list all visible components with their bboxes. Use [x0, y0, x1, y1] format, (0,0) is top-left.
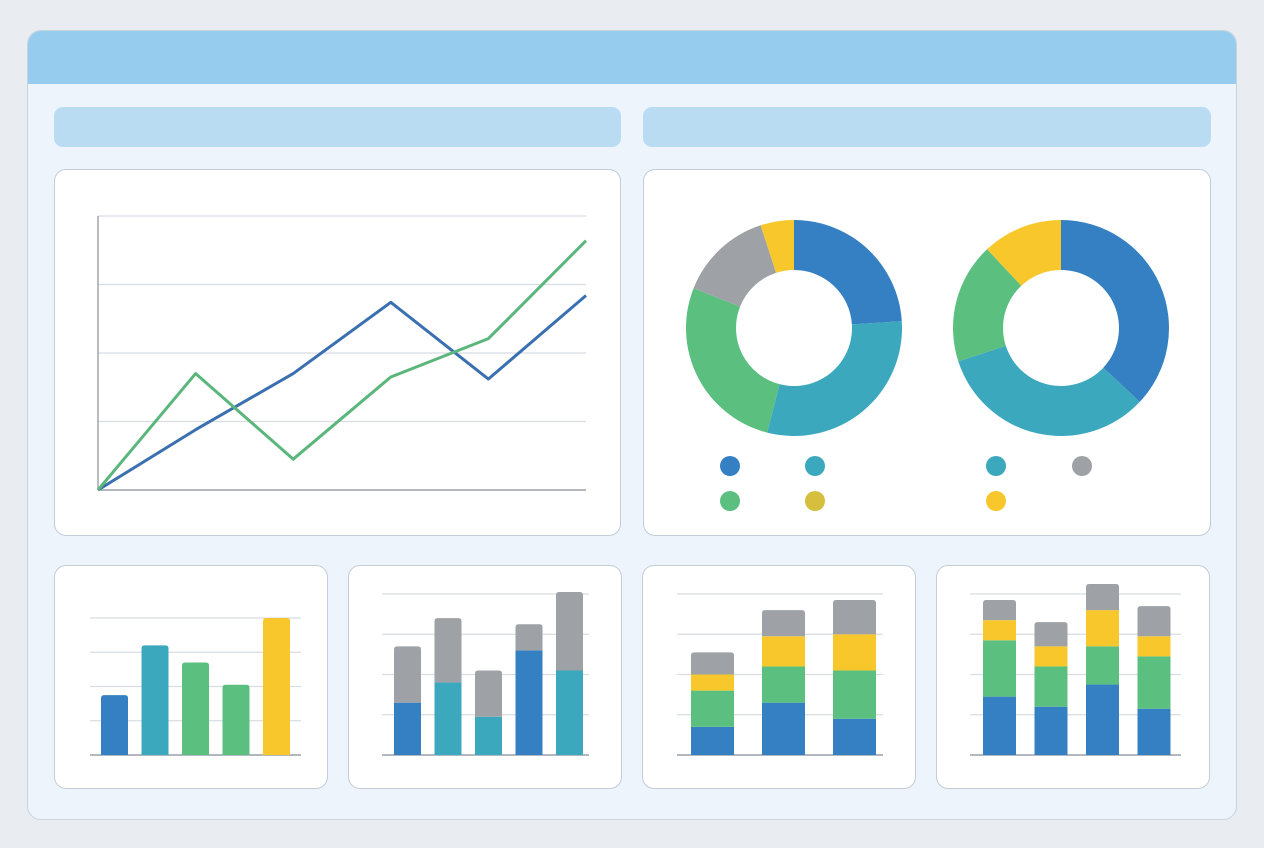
section-header-right: [643, 107, 1211, 147]
donut-1-slice-4: [693, 225, 777, 307]
bar-3-segment-4: [1086, 583, 1119, 611]
bar-3-segment-3: [833, 634, 876, 671]
bar-3-segment-2: [833, 670, 876, 719]
donut-charts-card: [643, 169, 1211, 536]
bar-chart-card-2: [348, 565, 622, 789]
bar-chart-card-3: [642, 565, 916, 789]
bar-4-segment-1: [1137, 708, 1171, 755]
bar-3-segment-1: [475, 716, 502, 755]
bar-1-segment-2: [394, 646, 421, 703]
donut-1-legend-dot-3: [720, 491, 740, 511]
bar-3-segment-2: [475, 670, 502, 717]
donut-1-legend-dot-1: [720, 456, 740, 476]
donut-2-slice-4: [987, 220, 1061, 286]
line-chart-card: [54, 169, 621, 536]
section-header-left: [54, 107, 621, 147]
donut-1-slice-3: [685, 288, 780, 433]
bar-5-segment-2: [556, 591, 583, 671]
bar-1-segment-4: [983, 600, 1016, 621]
donut-charts: [685, 220, 1170, 511]
bar-1: [101, 695, 128, 755]
bar-2-segment-2: [762, 666, 805, 703]
bar-3-segment-1: [833, 718, 876, 755]
donut-2-legend-dot-2: [1072, 456, 1092, 476]
donut-2-legend-dot-1: [986, 456, 1006, 476]
bar-1-segment-2: [691, 690, 734, 727]
bar-1-segment-4: [691, 652, 734, 675]
bar-2-segment-4: [762, 610, 805, 637]
series-line-1: [97, 294, 587, 492]
donut-1-legend-dot-2: [805, 456, 825, 476]
bar-3-segment-2: [1086, 646, 1119, 685]
bar-2-segment-3: [1034, 646, 1068, 667]
stacked-bar-chart-2: [382, 591, 589, 756]
bar-1-segment-1: [394, 702, 421, 755]
bar-1-segment-3: [983, 620, 1016, 641]
donut-2-slice-2: [958, 345, 1140, 436]
bar-1-segment-3: [691, 674, 734, 691]
bar-3: [182, 662, 209, 755]
stacked-bar-chart-3: [677, 593, 883, 756]
bar-2: [141, 645, 169, 755]
window-title-bar: [28, 31, 1236, 84]
bar-3-segment-1: [1086, 684, 1119, 755]
bar-chart-1: [90, 617, 301, 756]
bar-2-segment-4: [1034, 622, 1068, 647]
bar-5: [263, 618, 290, 755]
bar-chart-card-4: [936, 565, 1210, 789]
stacked-bar-chart-4: [970, 583, 1181, 756]
bar-2-segment-2: [1034, 666, 1068, 707]
donut-2-slice-1: [1061, 220, 1170, 402]
donut-1-slice-2: [767, 321, 903, 437]
bar-1-segment-1: [983, 696, 1016, 755]
bar-3-segment-3: [1086, 610, 1119, 647]
bar-4-segment-1: [515, 650, 543, 755]
bar-3-segment-4: [833, 600, 876, 635]
bar-2-segment-3: [762, 636, 805, 667]
bar-2-segment-2: [434, 618, 462, 683]
bar-4-segment-2: [515, 624, 543, 651]
bar-5-segment-1: [556, 670, 583, 755]
bar-1-segment-2: [983, 640, 1016, 697]
donut-2-legend-dot-3: [986, 491, 1006, 511]
bar-1-segment-1: [691, 726, 734, 755]
series-line-2: [96, 239, 588, 491]
donut-1-legend-dot-4: [805, 491, 825, 511]
bar-4-segment-2: [1137, 656, 1171, 709]
bar-4: [222, 684, 250, 755]
bar-4-segment-3: [1137, 636, 1171, 657]
donut-1-slice-1: [794, 220, 902, 325]
donut-1-slice-5: [760, 220, 794, 273]
bar-2-segment-1: [434, 682, 462, 755]
bar-4-segment-4: [1137, 606, 1171, 637]
bar-2-segment-1: [762, 702, 805, 755]
donut-2-slice-3: [953, 249, 1022, 362]
dashboard-window: [27, 30, 1237, 820]
bar-2-segment-1: [1034, 706, 1068, 755]
line-chart: [96, 215, 588, 492]
bar-chart-card-1: [54, 565, 328, 789]
